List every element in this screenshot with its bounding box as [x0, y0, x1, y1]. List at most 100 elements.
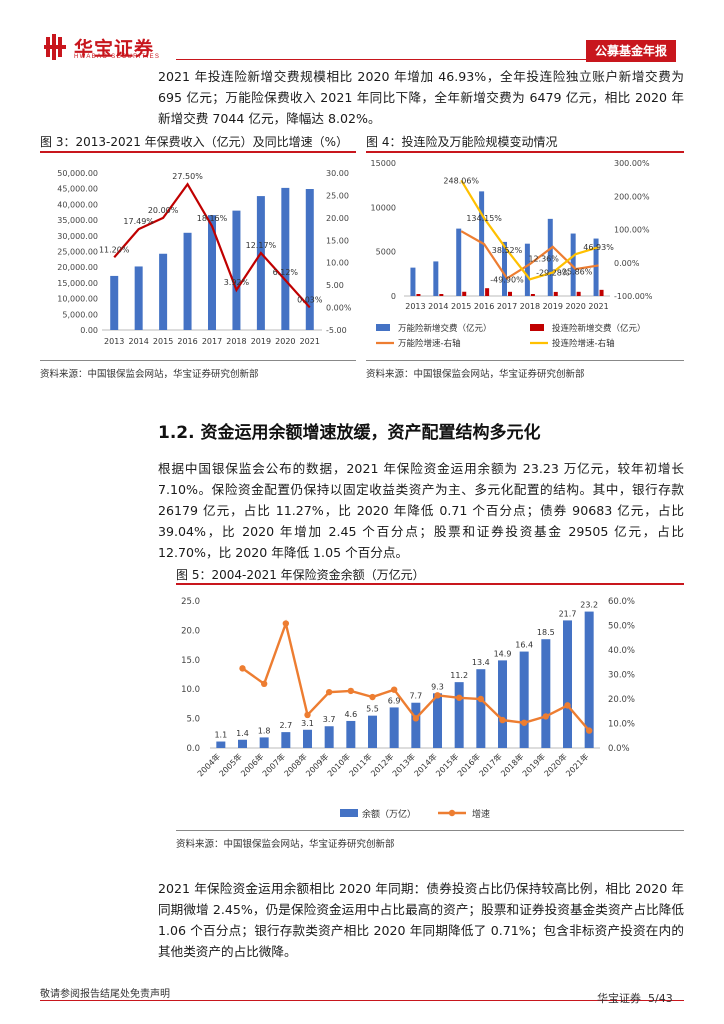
fig3-y-tick: 40,000.00: [57, 200, 98, 209]
fig4-data-label: -25.86%: [559, 267, 593, 276]
fig3-top-rule: [40, 151, 356, 153]
fig5-data-label: 2.7: [279, 721, 292, 730]
fig5-bar: [411, 702, 421, 748]
fig5-bar: [259, 737, 269, 748]
fig5-growth-marker: [434, 692, 441, 699]
fig5-data-label: 3.1: [301, 719, 314, 728]
fig3-y-tick: 35,000.00: [57, 216, 98, 225]
fig3-y2-tick: -5.00: [326, 326, 347, 335]
fig3-bar: [110, 275, 119, 330]
fig3-data-label: 17.49%: [123, 217, 154, 226]
fig4-source: 资料来源：中国银保监会网站，华宝证券研究创新部: [366, 369, 585, 380]
fig3-data-label: 0.03%: [297, 295, 323, 304]
fig5-y2-tick: 10.0%: [608, 720, 635, 730]
fig5-bottom-rule: [176, 830, 684, 831]
fig5-x-tick: 2009年: [303, 751, 330, 778]
fig5-growth-marker: [585, 727, 593, 734]
fig4-legend-label: 万能险新增交费（亿元）: [398, 323, 492, 334]
fig3-y-tick: 25,000.00: [57, 248, 98, 257]
fig5-bar: [368, 715, 377, 748]
fig3-x-tick: 2021: [300, 337, 320, 346]
fig5-data-label: 1.4: [236, 729, 249, 738]
fig4-ul-bar: [433, 261, 439, 296]
fig5-bar: [498, 660, 507, 748]
fig3-bar: [281, 187, 290, 330]
fig3-data-label: 6.12%: [273, 268, 299, 277]
fig4-x-tick: 2015: [451, 302, 471, 311]
paragraph-fund-allocation: 根据中国银保监会公布的数据，2021 年保险资金运用余额为 23.23 万亿元，…: [158, 461, 684, 560]
fig5-growth-marker: [239, 665, 246, 672]
fig4-il-bar: [553, 291, 558, 296]
fig5-bar: [563, 620, 572, 748]
fig5-bar: [584, 611, 594, 748]
fig3-y-tick: 45,000.00: [57, 185, 98, 194]
fig5-bar: [346, 720, 356, 748]
fig3-data-label: 20.00%: [148, 206, 179, 215]
fig5-x-tick: 2018年: [498, 751, 525, 778]
fig4-y2-tick: 300.00%: [614, 159, 650, 168]
fig4-legend-swatch: [376, 324, 390, 331]
fig4-ul-bar: [502, 241, 507, 296]
fig5-data-label: 11.2: [450, 671, 468, 680]
fig4-x-tick: 2013: [405, 302, 425, 311]
fig4-data-label: 38.52%: [492, 246, 523, 255]
fig5-x-tick: 2004年: [195, 751, 222, 778]
fig5-growth-marker: [390, 686, 398, 693]
fig4-legend-label: 万能险增速-右轴: [398, 338, 461, 349]
fig5-growth-marker: [499, 716, 506, 724]
fig5-y2-tick: 20.0%: [608, 695, 635, 705]
fig3-y-tick: 0.00: [80, 326, 98, 335]
fig5-x-tick: 2014年: [412, 751, 439, 778]
fig3-bar: [208, 215, 216, 330]
fig5-growth-marker: [520, 719, 528, 726]
page-header: 华宝证券 HWABAO SECURITIES 公募基金年报: [0, 0, 724, 64]
fig5-y2-tick: 50.0%: [608, 622, 635, 632]
footer-rule: [40, 1000, 684, 1001]
fig5-x-tick: 2006年: [238, 751, 265, 778]
fig5-x-tick: 2015年: [433, 751, 460, 778]
fig3-data-label: 18.16%: [197, 214, 228, 223]
fig4-data-label: 12.36%: [528, 255, 559, 264]
fig5-bar: [324, 726, 334, 748]
fig5-data-label: 3.7: [323, 715, 336, 724]
fig5-data-label: 5.5: [366, 705, 379, 714]
fig5-growth-marker: [412, 715, 420, 722]
fig5-bar: [216, 741, 226, 748]
fig4-y-tick: 0: [391, 292, 396, 301]
fig4-il-bar: [462, 291, 467, 296]
fig3-y-tick: 15,000.00: [57, 279, 98, 288]
fig5-data-label: 1.1: [214, 731, 227, 740]
fig3-growth-line: [113, 182, 311, 309]
fig4-ul-bar: [547, 218, 553, 296]
fig3-data-label: 11.20%: [99, 245, 130, 254]
fig4-legend-label: 投连险增速-右轴: [552, 338, 615, 349]
fig5-bar: [238, 739, 247, 748]
fig4-y2-tick: 200.00%: [614, 192, 650, 201]
fig4-ul-bar: [410, 267, 416, 296]
fig3-y-tick: 10,000.00: [57, 295, 98, 304]
fig3-data-label: 27.50%: [172, 172, 203, 181]
fig5-data-label: 1.8: [258, 726, 271, 735]
fig5-data-label: 7.7: [409, 692, 422, 701]
fig3-y-tick: 30,000.00: [57, 232, 98, 241]
fig3-bar: [134, 266, 143, 330]
fig5-bar: [476, 669, 486, 748]
paragraph-yoy-comparison: 2021 年保险资金运用余额相比 2020 年同期：债券投资占比仍保持较高比例，…: [158, 881, 684, 959]
fig3-x-tick: 2016: [177, 337, 197, 346]
fig4-data-label: 46.93%: [583, 243, 614, 252]
fig4-y2-tick: -100.00%: [614, 292, 653, 301]
fig4-ul-bar: [524, 243, 530, 296]
fig3-x-tick: 2018: [226, 337, 246, 346]
fig5-growth-marker: [542, 713, 550, 720]
header-rule: [176, 59, 586, 60]
fig3-bar: [256, 196, 265, 330]
fig5-x-tick: 2007年: [260, 751, 287, 778]
fig5-data-label: 21.7: [559, 609, 577, 618]
fig5-x-tick: 2021年: [563, 751, 590, 778]
fig4-title: 图 4：投连险及万能险规模变动情况: [366, 135, 558, 149]
fig5-bar: [389, 707, 399, 748]
fig4-legend-label: 投连险新增交费（亿元）: [552, 323, 646, 334]
fig5-growth-marker: [455, 694, 463, 701]
fig4-top-rule: [366, 151, 684, 153]
fig5-legend-label: 余额（万亿）: [362, 808, 416, 820]
